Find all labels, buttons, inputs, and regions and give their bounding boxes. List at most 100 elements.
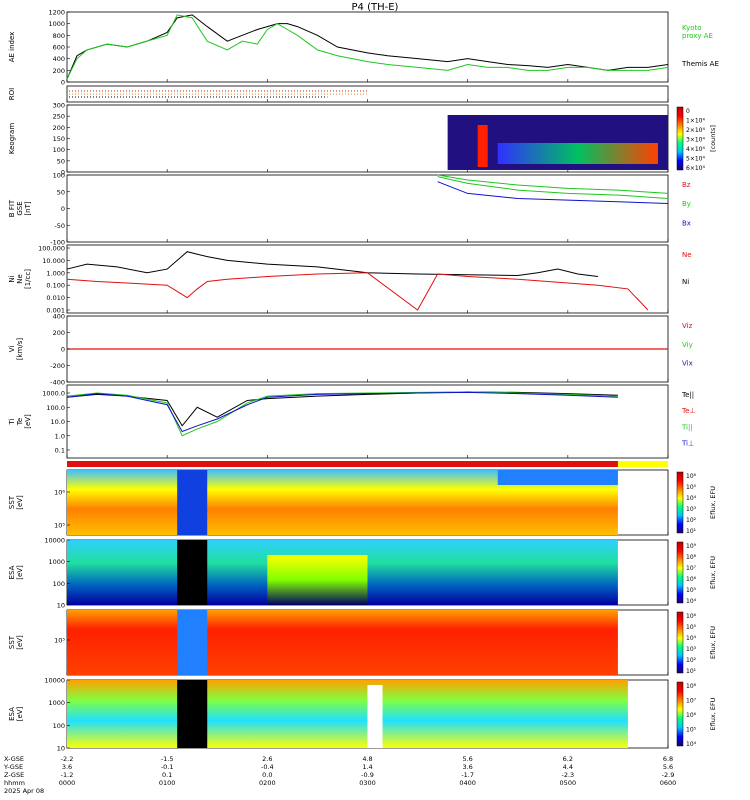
y-tick-label: 10000 [44,537,65,545]
series-bfield-Bx [437,181,669,204]
legend-label-ae: Kyoto [682,24,702,32]
colorbar-label-esa_e: Eflux, EFU [709,556,717,589]
series-temperature-Ti [66,391,618,433]
legend-label-bfield: Bx [682,219,691,227]
x-tick-value: -1.7 [461,771,474,779]
series-temperature-Ti [66,391,618,437]
colorbar-esa_e [676,541,684,604]
colorbar-sst_i [676,611,684,674]
colorbar-tick-label: 10⁵ [686,624,697,631]
y-axis-label-bfield: [nT] [24,201,32,215]
colorbar-tick-label: 10⁶ [686,712,697,719]
y-tick-label: 10.000 [42,257,65,265]
series-bfield-Bz [437,174,669,194]
panel-frame-bfield [66,174,669,243]
line-series [66,14,669,437]
y-axis-label-temperature: [eV] [24,414,32,429]
colorbar-tick-label: 10⁶ [686,613,697,620]
colorbar-tick-label: 6×10⁴ [686,165,705,172]
y-tick-label: 200 [53,124,65,132]
colorbar-tick-label: 10² [686,657,697,664]
legend-label-temperature: Ti|| [681,423,693,431]
y-axis-label-bfield: B FIT [8,199,16,217]
series-ae-proxyAE [66,14,669,80]
colorbar-tick-label: 5×10⁴ [686,156,705,163]
esa-e-gap [177,540,208,605]
x-tick-value: -0.1 [161,763,174,771]
esa-i-blank [367,685,383,748]
y-axis-label-roi: ROI [8,88,16,100]
y-tick-label: 50 [57,188,65,196]
y-axis-label-velocity: Vi [8,346,16,353]
x-tick-value: -2.9 [662,771,675,779]
y-tick-label: 0 [61,79,65,87]
esa-i-gap [177,680,208,748]
x-tick-value: 5.6 [462,755,472,763]
colorbar-tick-label: 10⁵ [686,587,697,594]
x-tick-value: 0000 [59,779,76,787]
x-tick-value: -2.2 [61,755,74,763]
y-tick-label: 100 [53,172,65,180]
series-density-Ni [66,251,598,278]
y-axis-label-sst_i: [eV] [16,635,24,650]
legend-label-ae: proxy AE [682,32,713,40]
x-tick-value: -0.9 [361,771,374,779]
y-tick-label: 10 [57,745,65,753]
x-tick-value: 3.6 [462,763,472,771]
y-tick-label: 800 [53,32,65,40]
y-tick-label: 200 [53,329,65,337]
colorbar-keogram [676,106,684,171]
colorbar-tick-label: 10⁵ [686,484,697,491]
x-tick-value: 6.2 [563,755,573,763]
keogram-arc [477,125,488,167]
x-tick-value: 4.8 [362,755,372,763]
y-tick-label: 100 [53,146,65,154]
colorbar-tick-label: 10¹ [686,528,697,535]
spectrogram-layers [67,106,684,748]
y-tick-label: 200 [53,67,65,75]
y-axis-label-esa_e: [eV] [16,565,24,580]
y-axis-label-temperature: Ti [8,418,16,425]
y-tick-label: 400 [53,55,65,63]
x-tick-value: 4.4 [563,763,573,771]
x-tick-value: -0.4 [261,763,274,771]
spectro-block-esa_i [67,680,628,748]
x-tick-value: 6.8 [663,755,673,763]
y-tick-label: 1.0 [55,432,65,440]
x-tick-value: 0100 [159,779,176,787]
y-tick-label: 1000 [48,20,65,28]
colorbar-tick-label: 10⁸ [686,683,697,690]
colorbar-tick-label: 0 [686,108,690,115]
x-tick-value: -1.5 [161,755,174,763]
colorbar-tick-label: 10⁸ [686,554,697,561]
y-axis-label-esa_e: ESA [8,565,16,579]
legend-label-density: Ni [682,278,689,286]
y-tick-label: -100 [50,239,65,247]
y-axis-label-ae: AE index [8,32,16,63]
y-axis-label-density: Ne [16,274,24,284]
y-axis-label-velocity: [km/s] [16,338,24,361]
panel-frame-ae [66,11,669,83]
y-tick-label: 0 [61,169,65,177]
y-tick-label: 100.0 [46,404,65,412]
y-axis-label-bfield: GSE [16,201,24,215]
x-tick-value: 0200 [259,779,276,787]
colorbar-label-keogram: [counts] [709,125,717,152]
y-tick-label: 0.100 [46,282,65,290]
y-axis-label-sst_e: SST [8,495,16,509]
legend-label-bfield: Bz [682,181,691,189]
y-tick-label: 50 [57,157,65,165]
colorbar-tick-label: 10⁷ [686,565,697,572]
legend-label-temperature: Ti⊥ [681,440,694,448]
y-tick-label: 10.0 [51,418,65,426]
esa-e-sheet [267,555,368,605]
sst-e-gap [177,470,208,535]
x-row-label: X-GSE [4,755,24,763]
y-axis-label-density: [1/cc] [24,269,32,289]
colorbar-tick-label: 10⁵ [686,727,697,734]
y-tick-label: -400 [50,379,65,387]
y-axis-label-esa_i: ESA [8,707,16,721]
series-density-Ne [66,272,649,311]
keogram-band [497,143,658,164]
